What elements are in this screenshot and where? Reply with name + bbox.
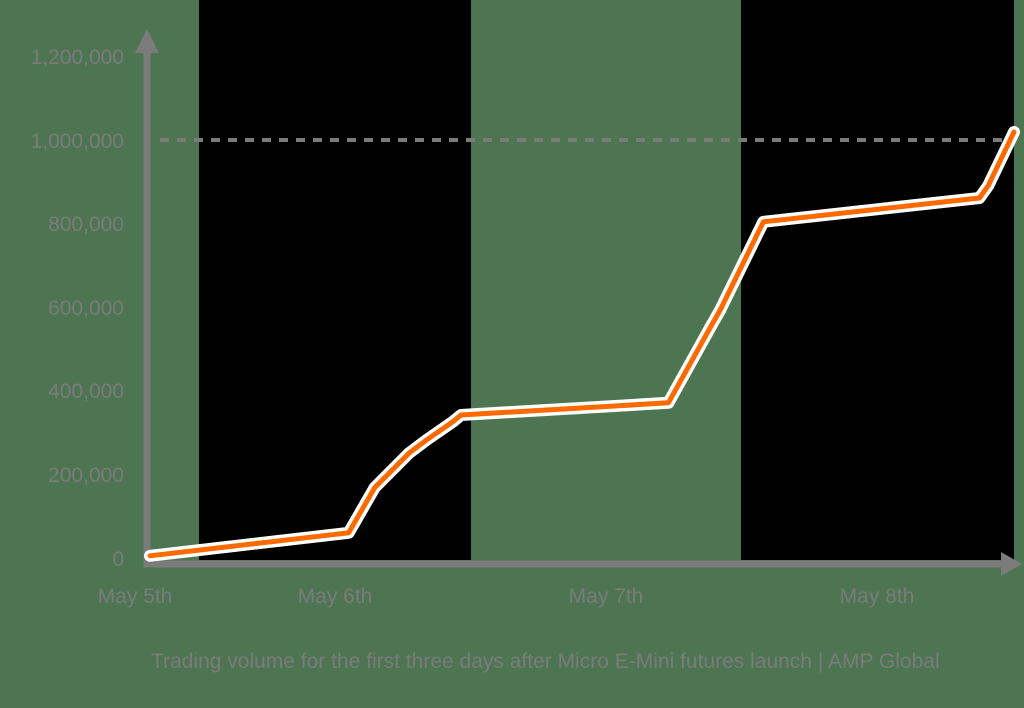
y-tick-label: 1,200,000 xyxy=(30,46,124,69)
y-tick-label: 0 xyxy=(112,548,124,571)
y-tick-label: 1,000,000 xyxy=(30,130,124,153)
y-tick-label: 200,000 xyxy=(48,464,124,487)
x-tick-label: May 5th xyxy=(97,585,173,608)
x-tick-label: May 6th xyxy=(297,585,373,608)
band-may-6 xyxy=(199,0,471,560)
chart-caption: Trading volume for the first three days … xyxy=(151,650,940,673)
x-axis-arrow-icon xyxy=(1001,552,1022,576)
y-tick-label: 600,000 xyxy=(48,297,124,320)
band-may-8 xyxy=(741,0,1014,560)
series-line-trading-volume xyxy=(147,129,1017,559)
y-tick-label: 800,000 xyxy=(48,213,124,236)
x-tick-label: May 8th xyxy=(839,585,915,608)
x-tick-label: May 7th xyxy=(568,585,644,608)
y-tick-label: 400,000 xyxy=(48,380,124,403)
y-axis-arrow-icon xyxy=(135,29,159,53)
